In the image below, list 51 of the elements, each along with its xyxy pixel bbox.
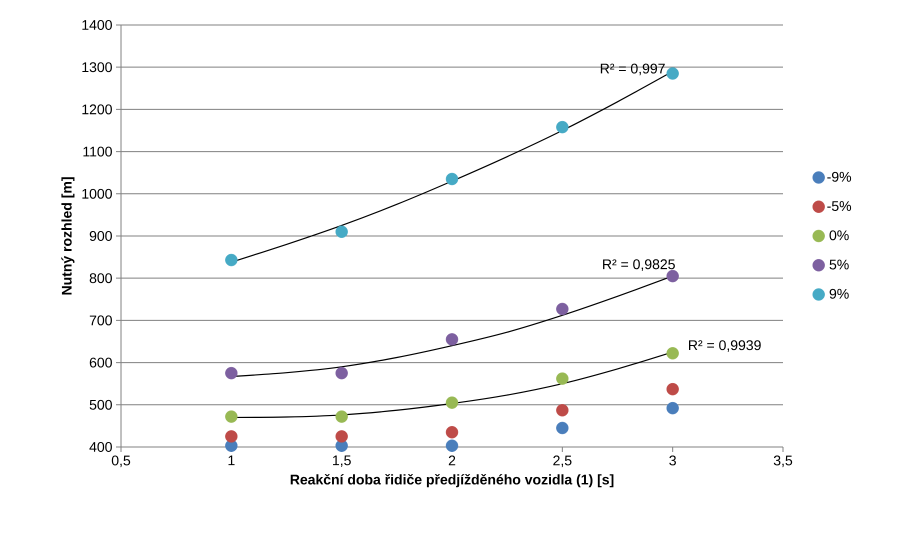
legend-label: 0% xyxy=(830,230,849,240)
point xyxy=(556,372,569,385)
y-tick-label: 1000 xyxy=(82,188,112,199)
point xyxy=(335,410,348,423)
point xyxy=(446,440,458,452)
y-tick-label: 700 xyxy=(90,315,112,326)
annotation: R² = 0,9939 xyxy=(689,340,761,352)
x-tick-label: 1,5 xyxy=(333,456,351,467)
point xyxy=(446,396,458,409)
point xyxy=(666,270,679,282)
point xyxy=(666,402,679,414)
point xyxy=(446,426,458,438)
y-tick-label: 500 xyxy=(90,400,112,410)
y-tick-label: 1400 xyxy=(82,20,112,30)
annotation: R² = 0,9825 xyxy=(603,259,675,271)
y-tick-label: 400 xyxy=(89,442,112,452)
point xyxy=(225,430,238,443)
legend-label: 9% xyxy=(830,288,849,299)
point xyxy=(666,382,679,396)
y-tick-label: 1300 xyxy=(82,62,112,72)
legend-label: -5% xyxy=(827,201,852,211)
legend-label: -9% xyxy=(827,172,852,182)
point xyxy=(556,120,569,134)
point xyxy=(446,172,458,186)
point xyxy=(556,404,569,416)
x-tick-label: 2 xyxy=(448,456,456,466)
y-tick-label: 900 xyxy=(90,231,112,241)
point xyxy=(666,67,679,80)
point xyxy=(446,333,458,346)
x-tick-label: 3 xyxy=(669,456,676,466)
point xyxy=(666,347,679,360)
x-tick-label: 3,5 xyxy=(774,456,792,468)
point xyxy=(225,366,238,380)
annotation: R² = 0,997 xyxy=(600,64,665,76)
y-tick-label: 1100 xyxy=(83,146,112,157)
point xyxy=(225,254,238,266)
point xyxy=(335,366,348,380)
point xyxy=(335,430,348,443)
y-tick-label: 600 xyxy=(90,358,112,368)
x-axis-title: Reakční doba řidiče předjížděného vozidla (1) [s] xyxy=(290,474,614,488)
x-tick-label: 1 xyxy=(228,456,235,466)
point xyxy=(556,302,569,316)
y-axis-title: Nutný rozhled [m] xyxy=(61,177,74,295)
point xyxy=(556,422,569,434)
legend-label: 5% xyxy=(830,260,849,270)
y-tick-label: 1200 xyxy=(82,104,112,114)
point xyxy=(335,226,348,238)
x-tick-label: 0,5 xyxy=(112,456,130,468)
x-tick-label: 2,5 xyxy=(553,456,572,468)
y-tick-label: 800 xyxy=(90,273,112,284)
point xyxy=(225,410,238,423)
